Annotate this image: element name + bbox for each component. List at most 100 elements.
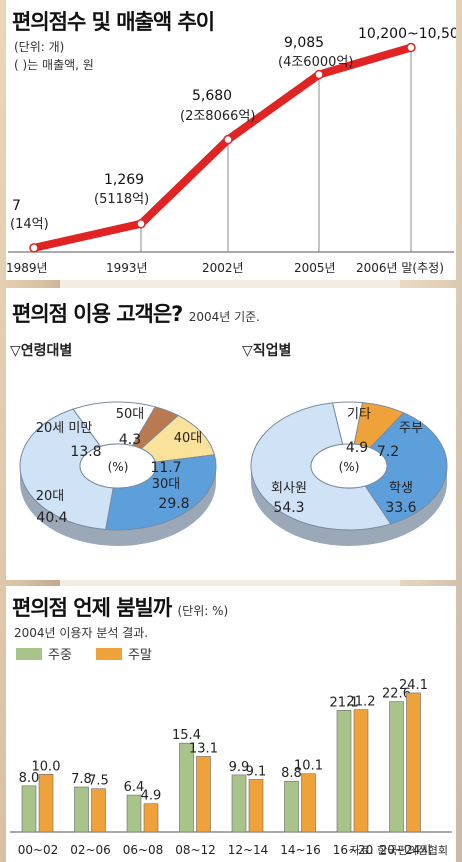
legend-weekday-label: 주중 [48,648,72,663]
x-tick-label: 02~06 [70,843,111,857]
section2-title-note: 2004년 기준. [188,310,260,324]
slice-category-label: 학생 [389,481,413,496]
legend-weekend-label: 주말 [128,648,152,663]
data-point [223,134,233,145]
bar-weekday [389,701,404,833]
bar-value-label: 8.8 [281,766,302,781]
slice-value-label: 11.7 [150,460,181,476]
occupation-donut-chart: (%) 4.9 기타 7.2주부 33.6 학생 54.3 회사원 [250,401,448,546]
section3-title-note: (단위: %) [177,604,229,618]
stores-sales-trend-panel: 편의점수 및 매출액 추이 (단위: 개) ( )는 매출액, 원 7 1,269… [6,0,456,280]
bar-weekday [179,742,194,833]
sales-label: (2조8066억) [180,109,255,124]
bar-value-label: 9.1 [246,765,267,780]
donut-hole [79,443,157,489]
bar-weekend [248,779,264,833]
x-tick-label: 08~12 [175,843,216,857]
slice-category-label: 회사원 [271,481,307,496]
slice-value-label: 7.2 [377,444,399,460]
bar-value-label: 9.9 [229,760,250,775]
donut-hole [310,443,388,489]
hourly-bar-chart: 8.010.0 00~02 7.87.5 02~06 6.44.9 06~08 15.413… [10,678,452,857]
customer-profile-panel: 편의점 이용 고객은? 2004년 기준. ▽연령대별 ▽직업별 (%) 13.8… [6,288,456,580]
section2-title: 편의점 이용 고객은? [12,302,183,326]
bar-weekday [74,786,89,833]
sales-label: (5118억) [94,192,149,207]
x-tick-label: 16~20 [333,843,374,857]
slice-category-label: 주부 [399,421,423,436]
bar-value-label: 21.2 [347,695,376,710]
x-tick-label: 1989년 [6,261,48,275]
x-tick-label: 12~14 [228,843,269,857]
store-count-line-chart: 7 1,269 5,680 9,085 10,200~10,500 (14억) (5118억… [6,26,456,275]
sales-label: (14억) [10,217,49,232]
age-group-label: ▽연령대별 [10,343,73,359]
section1-unit-note: (단위: 개) [14,40,65,54]
bar-value-label: 15.4 [172,728,201,743]
bar-weekend [143,803,159,833]
section1-title: 편의점수 및 매출액 추이 [12,10,215,34]
sales-label: (4조6000억) [278,55,353,70]
data-point [136,219,146,229]
bar-weekend [406,692,421,833]
slice-value-label: 4.3 [119,432,141,448]
slice-category-label: 20대 [36,489,65,504]
age-donut-chart: (%) 13.8 20세 미만 4.3 50대 11.7 40대 29.8 30대 40.4 20대 [19,401,217,546]
value-label: 9,085 [284,35,324,51]
bar-weekday [336,709,352,833]
bar-weekday [21,785,37,833]
slice-category-label: 50대 [116,407,145,422]
donut-center-label: (%) [339,460,360,474]
bar-weekday [284,780,299,833]
x-tick-label: 2005년 [294,261,336,275]
bar-weekday [231,774,247,833]
bar-value-label: 8.0 [19,771,40,786]
slice-category-label: 40대 [174,431,203,446]
x-tick-label: 2002년 [202,261,244,275]
bar-value-label: 24.1 [399,678,428,693]
legend-weekday-swatch [16,647,42,660]
bar-weekend [301,773,316,833]
slice-value-label: 54.3 [273,500,304,516]
source-note: 자료: 한국편의점협회 [349,844,448,857]
section1-unit-note2: ( )는 매출액, 원 [14,58,94,72]
busy-hours-panel: 편의점 언제 붐빌까 (단위: %) 2004년 이용자 분석 결과. 주중 주… [6,586,456,862]
data-point [406,42,416,53]
x-tick-label: 20~24시 [380,843,432,857]
slice-value-label: 33.6 [385,500,416,516]
slice-value-label: 13.8 [70,444,101,460]
slice-category-label: 30대 [152,477,181,492]
value-label: 7 [12,198,21,214]
x-tick-label: 14~16 [280,843,321,857]
slice-value-label: 29.8 [158,496,189,512]
bar-value-label: 6.4 [124,780,145,795]
section3-subtitle: 2004년 이용자 분석 결과. [14,626,149,640]
value-label: 10,200~10,500 [358,26,456,42]
slice-value-label: 4.9 [346,440,368,456]
bar-weekday [126,794,142,833]
section3-title: 편의점 언제 붐빌까 [12,596,172,620]
bar-value-label: 22.6 [382,687,411,702]
bar-weekend [353,709,369,833]
x-tick-label: 06~08 [123,843,164,857]
bar-value-label: 13.1 [189,741,218,756]
section2-title-wrap: 편의점 이용 고객은? 2004년 기준. [12,298,260,328]
donut-center-label: (%) [108,460,129,474]
bar-value-label: 7.8 [71,772,92,787]
bar-value-label: 10.1 [294,759,323,774]
x-tick-label: 1993년 [106,261,148,275]
bar-value-label: 21.1 [330,695,359,710]
legend-weekend-swatch [96,647,122,660]
section3-title-wrap: 편의점 언제 붐빌까 (단위: %) [12,592,228,622]
bar-weekend [38,774,54,833]
slice-category-label: 20세 미만 [36,421,93,436]
slice-category-label: 기타 [347,407,371,422]
bar-weekend [91,788,106,833]
bar-value-label: 7.5 [88,774,109,789]
bar-weekend [196,756,211,833]
legend-weekend: 주말 [96,644,152,663]
occupation-label: ▽직업별 [242,343,292,359]
value-label: 5,680 [192,88,232,104]
bar-value-label: 4.9 [141,789,162,804]
